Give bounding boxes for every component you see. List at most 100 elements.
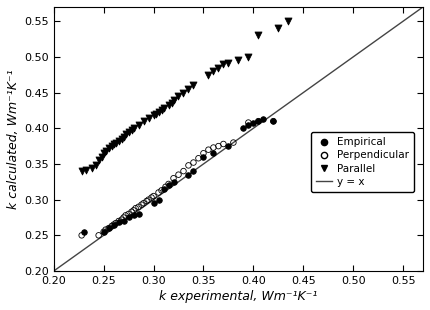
Parallel [82,167,89,172]
Perpendicular [190,160,197,165]
Empirical [110,222,117,227]
Empirical [105,226,112,231]
Parallel [158,108,165,113]
Perpendicular [200,151,207,156]
Perpendicular [220,141,227,146]
Perpendicular [122,213,129,218]
Parallel [98,154,105,159]
Perpendicular [185,163,192,168]
Parallel [245,55,252,60]
Perpendicular [128,209,135,214]
Parallel [92,163,99,168]
Parallel [140,119,147,124]
Parallel [285,19,292,24]
Y-axis label: k calculated, Wm⁻¹K⁻¹: k calculated, Wm⁻¹K⁻¹ [7,69,20,209]
Perpendicular [170,176,177,181]
Perpendicular [165,181,172,186]
Empirical [240,126,247,131]
Parallel [255,33,262,38]
Parallel [210,69,217,74]
Perpendicular [132,206,139,211]
Parallel [118,136,125,141]
Parallel [100,151,107,156]
Empirical [165,183,172,188]
Parallel [135,122,142,127]
Perpendicular [120,215,127,220]
Parallel [112,140,119,145]
Perpendicular [155,190,162,195]
Empirical [210,151,217,156]
Empirical [150,201,157,206]
Parallel [102,148,109,153]
Parallel [215,65,222,70]
Empirical [190,169,197,174]
Parallel [275,26,282,31]
Legend: Empirical, Perpendicular, Parallel, y = x: Empirical, Perpendicular, Parallel, y = … [311,132,414,192]
Empirical [255,119,262,124]
Perpendicular [130,208,137,213]
Empirical [125,215,132,220]
Parallel [170,97,177,102]
Parallel [88,165,95,170]
Empirical [225,144,232,148]
Perpendicular [102,227,109,232]
Empirical [120,219,127,224]
Parallel [122,131,129,136]
Parallel [175,94,182,99]
Perpendicular [78,233,85,238]
Perpendicular [162,184,169,189]
Empirical [155,197,162,202]
Perpendicular [138,202,145,207]
Perpendicular [140,201,147,206]
Empirical [80,229,87,234]
Parallel [78,169,85,174]
Perpendicular [215,144,222,148]
Perpendicular [270,119,277,124]
Empirical [170,179,177,184]
Parallel [150,113,157,118]
Perpendicular [245,120,252,125]
Perpendicular [115,219,122,224]
Parallel [145,115,152,120]
Perpendicular [110,222,117,227]
Parallel [190,83,197,88]
Parallel [128,127,135,132]
Parallel [220,62,227,67]
Parallel [152,112,159,117]
Parallel [115,139,122,144]
Perpendicular [148,195,155,200]
Parallel [160,106,167,111]
Parallel [125,129,132,134]
Parallel [110,141,117,146]
Empirical [200,154,207,159]
Parallel [180,90,187,95]
Perpendicular [112,221,119,226]
Perpendicular [195,156,202,161]
Perpendicular [125,211,132,216]
Perpendicular [135,204,142,209]
Perpendicular [255,119,262,124]
Perpendicular [145,197,152,202]
Perpendicular [143,199,150,204]
Parallel [105,146,112,151]
Empirical [160,187,167,192]
Perpendicular [180,169,187,174]
Perpendicular [95,233,102,238]
Parallel [108,144,115,148]
Empirical [115,220,122,225]
Perpendicular [118,217,125,222]
Perpendicular [150,194,157,199]
Parallel [168,101,175,106]
Perpendicular [230,140,237,145]
Empirical [135,211,142,216]
Perpendicular [205,147,212,152]
Empirical [245,122,252,127]
Empirical [260,117,267,122]
Perpendicular [100,229,107,234]
Parallel [95,158,102,163]
Perpendicular [158,188,165,193]
Empirical [250,120,257,125]
Parallel [185,86,192,91]
X-axis label: k experimental, Wm⁻¹K⁻¹: k experimental, Wm⁻¹K⁻¹ [159,290,318,303]
Perpendicular [105,226,112,231]
